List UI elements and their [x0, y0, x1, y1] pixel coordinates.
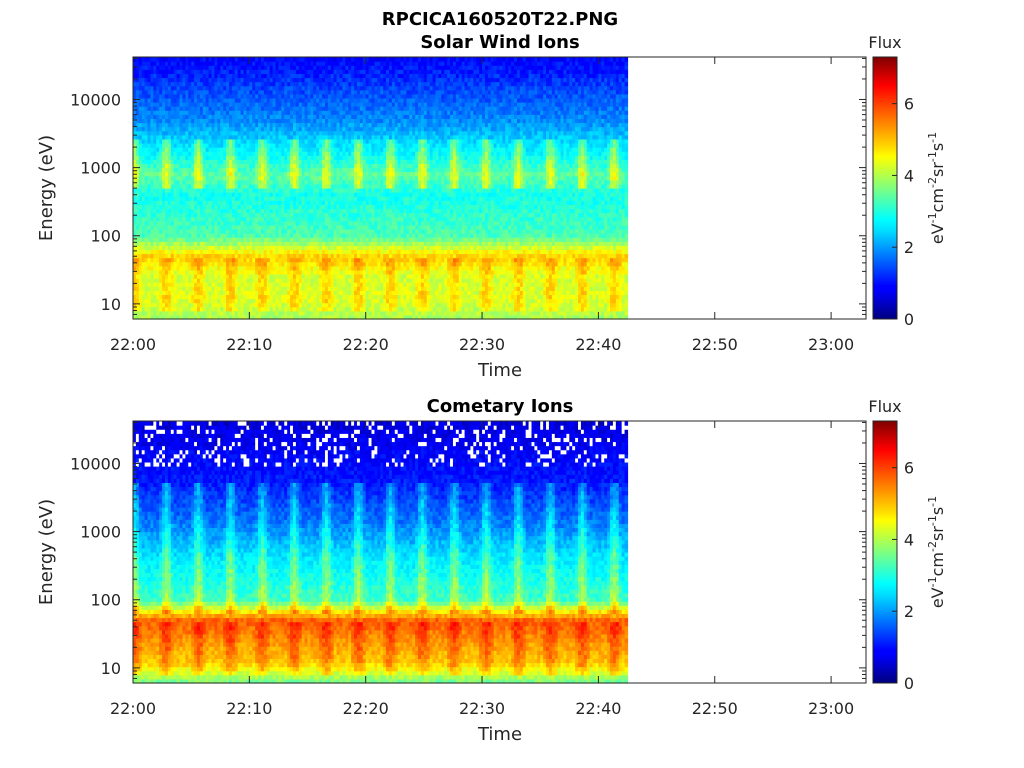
figure-title: RPCICA160520T22.PNG: [382, 9, 618, 30]
panel-solar-wind-ions: Solar Wind Ions 22:00 22:10 22:20 22:30 22:4…: [36, 32, 947, 381]
panel-title: Solar Wind Ions: [420, 32, 579, 53]
spectrogram: [133, 57, 628, 320]
